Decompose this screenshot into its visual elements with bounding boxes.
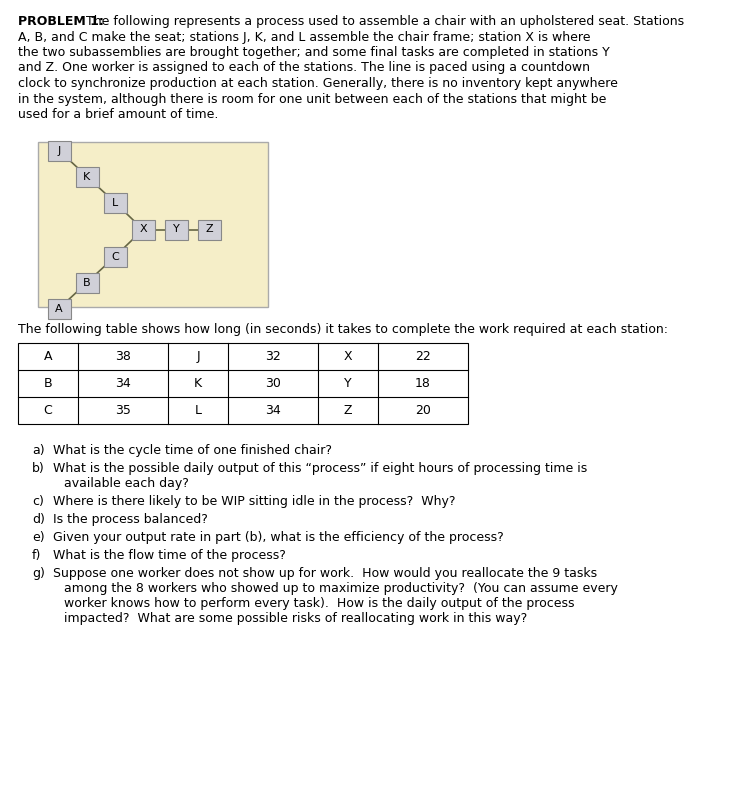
Text: Given your output rate in part (b), what is the efficiency of the process?: Given your output rate in part (b), what… [53, 531, 504, 544]
Text: C: C [44, 404, 53, 417]
FancyBboxPatch shape [198, 220, 220, 239]
Text: e): e) [32, 531, 44, 544]
Text: 38: 38 [115, 350, 131, 363]
Text: among the 8 workers who showed up to maximize productivity?  (You can assume eve: among the 8 workers who showed up to max… [64, 582, 618, 595]
FancyBboxPatch shape [104, 193, 126, 213]
Text: Z: Z [205, 224, 213, 235]
Text: available each day?: available each day? [64, 477, 189, 490]
Text: clock to synchronize production at each station. Generally, there is no inventor: clock to synchronize production at each … [18, 77, 618, 90]
Bar [18, 343, 468, 424]
FancyBboxPatch shape [47, 141, 71, 160]
Text: b): b) [32, 462, 45, 475]
Text: C: C [111, 251, 119, 261]
Text: A: A [55, 303, 63, 314]
Text: 34: 34 [115, 377, 131, 390]
Text: What is the possible daily output of this “process” if eight hours of processing: What is the possible daily output of thi… [53, 462, 587, 475]
Text: B: B [44, 377, 53, 390]
Text: f): f) [32, 549, 41, 562]
FancyBboxPatch shape [75, 273, 99, 292]
Text: X: X [344, 350, 353, 363]
Text: Y: Y [173, 224, 180, 235]
FancyBboxPatch shape [132, 220, 154, 239]
Text: A, B, and C make the seat; stations J, K, and L assemble the chair frame; statio: A, B, and C make the seat; stations J, K… [18, 31, 590, 43]
Text: What is the flow time of the process?: What is the flow time of the process? [53, 549, 286, 562]
FancyBboxPatch shape [165, 220, 187, 239]
Text: d): d) [32, 513, 45, 526]
Text: a): a) [32, 444, 44, 457]
Text: Suppose one worker does not show up for work.  How would you reallocate the 9 ta: Suppose one worker does not show up for … [53, 567, 597, 580]
Text: worker knows how to perform every task).  How is the daily output of the process: worker knows how to perform every task).… [64, 597, 575, 610]
Text: 30: 30 [265, 377, 281, 390]
Text: Is the process balanced?: Is the process balanced? [53, 513, 208, 526]
Text: used for a brief amount of time.: used for a brief amount of time. [18, 108, 218, 121]
Text: Y: Y [344, 377, 352, 390]
Text: 20: 20 [415, 404, 431, 417]
Text: 32: 32 [265, 350, 281, 363]
Text: 35: 35 [115, 404, 131, 417]
Text: 18: 18 [415, 377, 431, 390]
Text: The following table shows how long (in seconds) it takes to complete the work re: The following table shows how long (in s… [18, 322, 668, 336]
Text: the two subassemblies are brought together; and some final tasks are completed i: the two subassemblies are brought togeth… [18, 46, 610, 59]
Text: L: L [112, 198, 118, 208]
Text: PROBLEM 1:: PROBLEM 1: [18, 15, 104, 28]
Bar [38, 141, 268, 307]
Text: impacted?  What are some possible risks of reallocating work in this way?: impacted? What are some possible risks o… [64, 612, 527, 625]
FancyBboxPatch shape [47, 299, 71, 318]
Text: in the system, although there is room for one unit between each of the stations : in the system, although there is room fo… [18, 92, 606, 106]
Text: 34: 34 [265, 404, 281, 417]
Text: K: K [83, 171, 91, 182]
Text: 22: 22 [415, 350, 431, 363]
Text: c): c) [32, 495, 44, 508]
Text: and Z. One worker is assigned to each of the stations. The line is paced using a: and Z. One worker is assigned to each of… [18, 62, 590, 74]
FancyBboxPatch shape [75, 167, 99, 186]
Text: J: J [57, 145, 61, 156]
Text: Where is there likely to be WIP sitting idle in the process?  Why?: Where is there likely to be WIP sitting … [53, 495, 456, 508]
Text: g): g) [32, 567, 45, 580]
Text: Z: Z [344, 404, 352, 417]
Text: L: L [195, 404, 202, 417]
Text: The following represents a process used to assemble a chair with an upholstered : The following represents a process used … [86, 15, 684, 28]
Text: B: B [83, 277, 91, 288]
Text: J: J [196, 350, 200, 363]
Text: What is the cycle time of one finished chair?: What is the cycle time of one finished c… [53, 444, 332, 457]
Text: K: K [194, 377, 202, 390]
Text: A: A [44, 350, 52, 363]
Text: X: X [139, 224, 147, 235]
FancyBboxPatch shape [104, 246, 126, 266]
